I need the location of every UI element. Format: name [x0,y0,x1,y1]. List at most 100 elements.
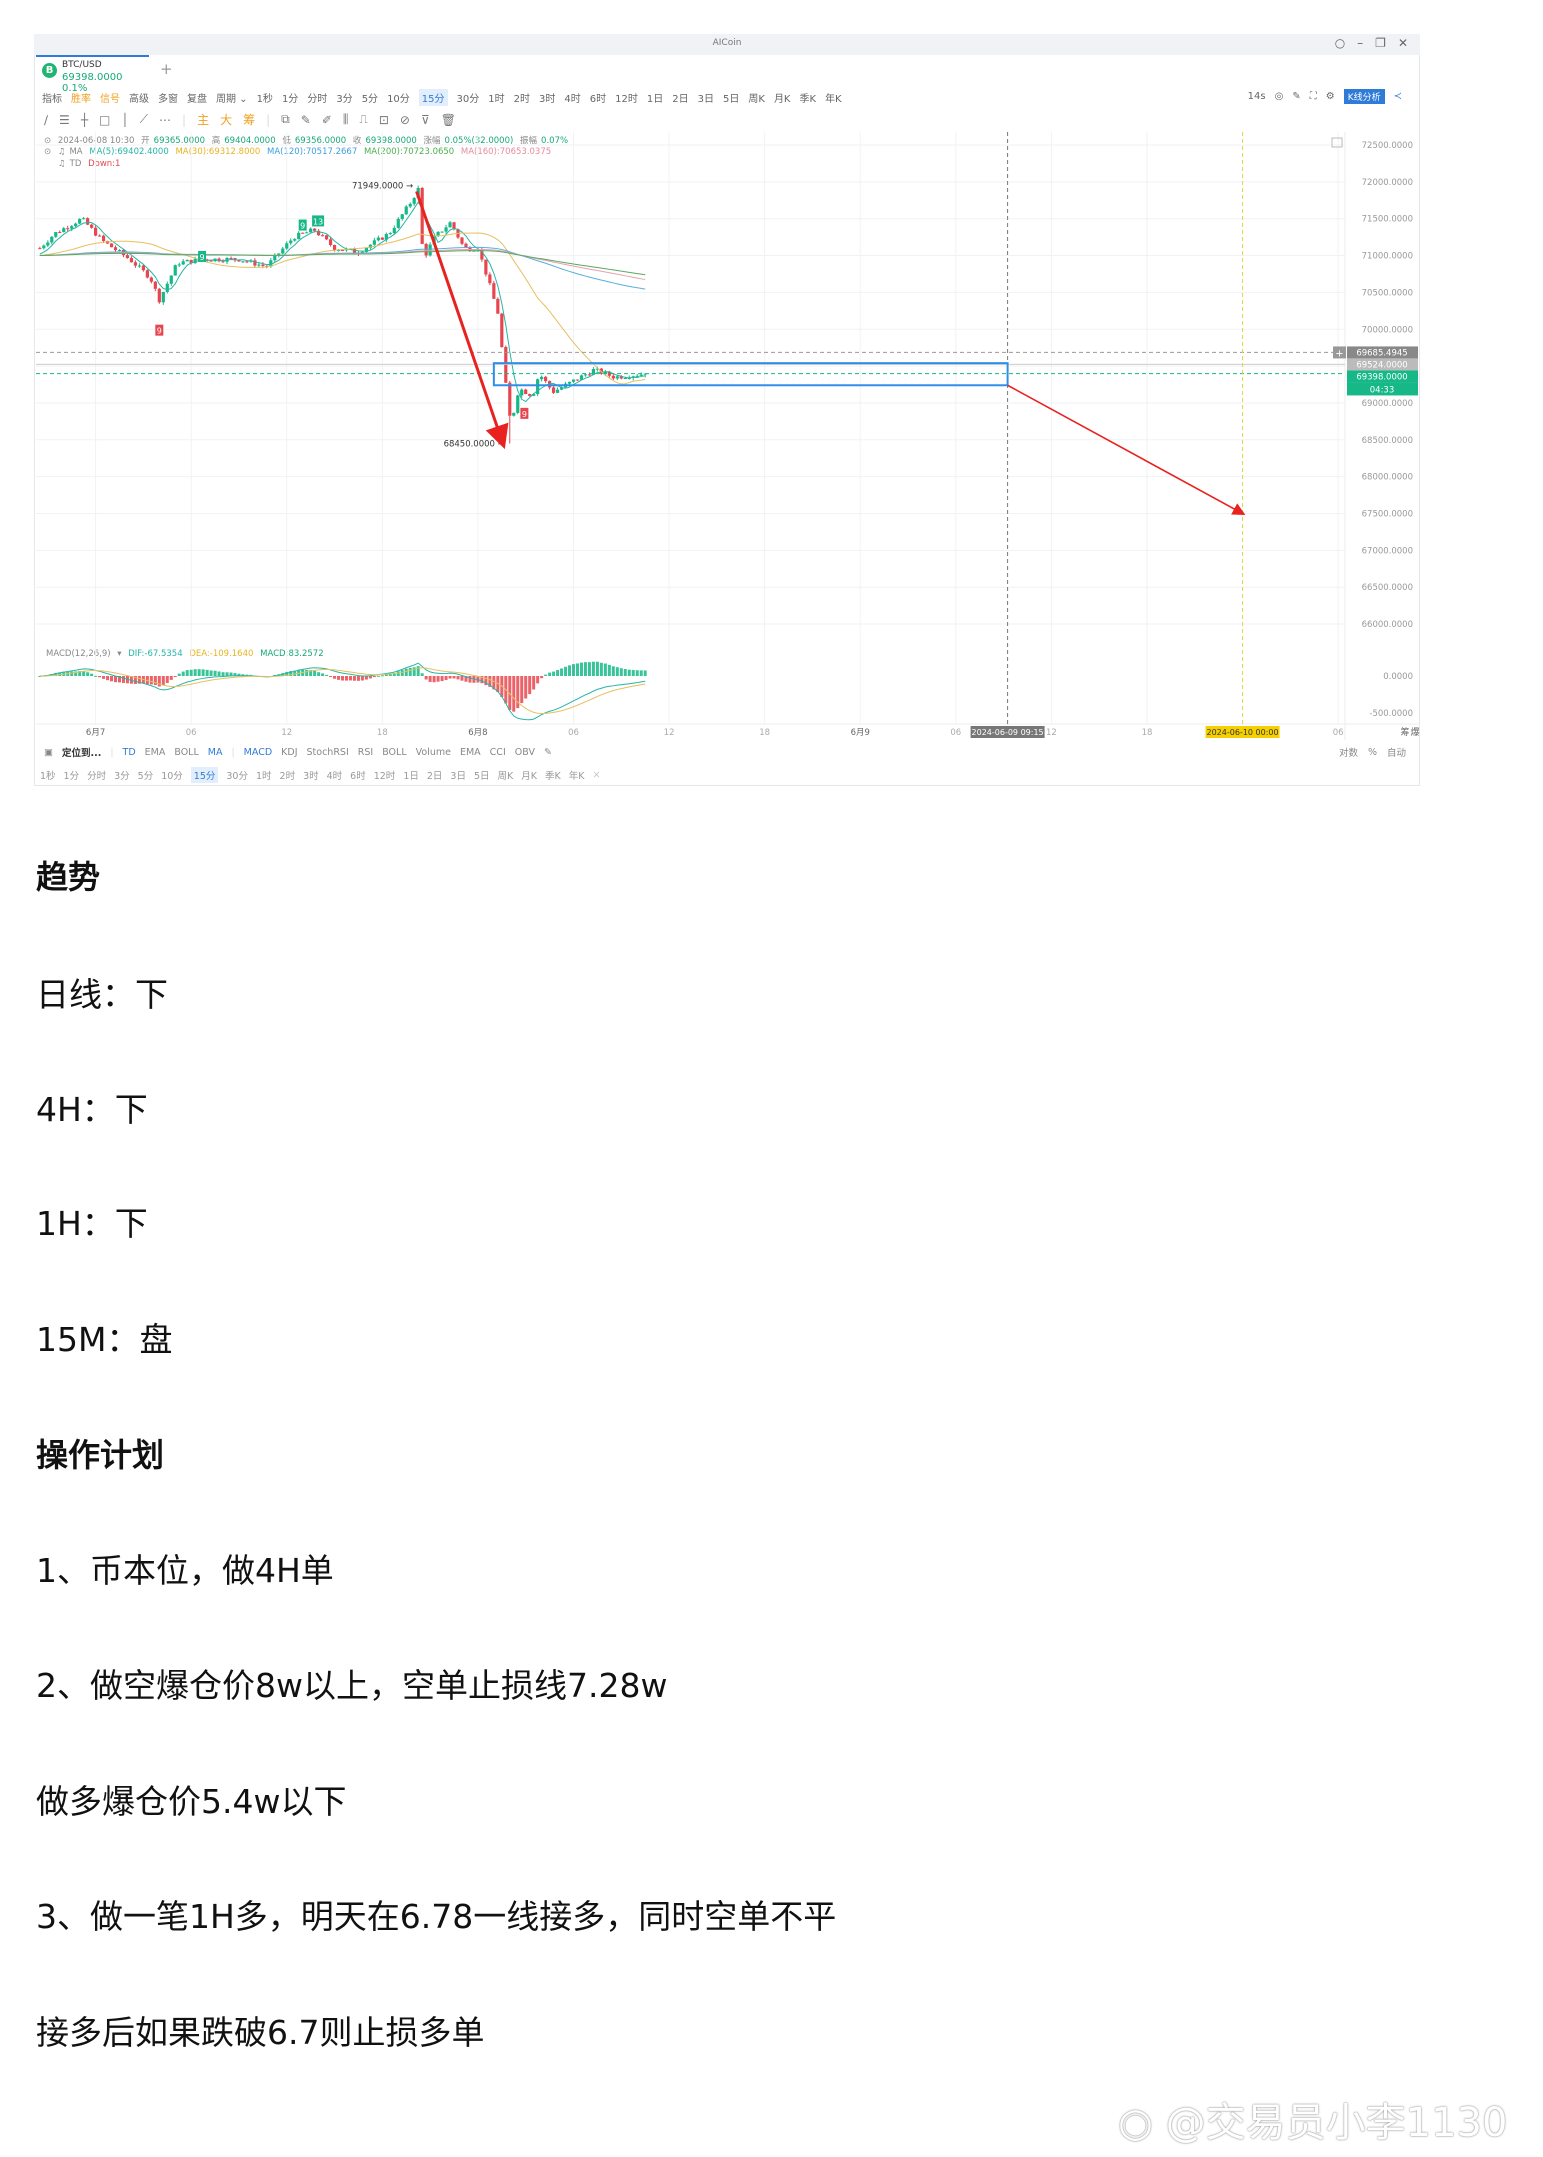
collapse-icon[interactable]: ⊙ [44,147,52,157]
minimize-icon[interactable]: – [1357,36,1364,50]
period-季K[interactable]: 季K [544,771,561,782]
bell-icon[interactable]: ♫ [57,147,66,157]
period-4时[interactable]: 4时 [564,94,581,105]
main-indicator-EMA[interactable]: EMA [144,746,166,758]
period-2日[interactable]: 2日 [672,94,689,105]
edit-indicators-icon[interactable]: ✎ [543,746,552,758]
period-12时[interactable]: 12时 [615,94,638,105]
period-3时[interactable]: 3时 [303,771,319,782]
toolbar-item-4[interactable]: 多窗 [158,94,178,105]
period-30分[interactable]: 30分 [456,94,480,105]
kline-analysis-button[interactable]: K线分析 [1343,89,1385,104]
sub-indicator-RSI[interactable]: RSI [357,746,374,758]
draw-tool-icon[interactable]: ✐ [321,112,332,127]
collapse-icon[interactable]: ⊙ [44,136,52,146]
period-1秒[interactable]: 1秒 [40,771,56,782]
auto-scale-toggle[interactable]: 自动 [1386,748,1406,759]
draw-tool-icon[interactable]: ⎍ [359,112,368,126]
calendar-icon[interactable]: ▣ [44,746,53,758]
period-1秒[interactable]: 1秒 [256,94,273,105]
period-3分[interactable]: 3分 [336,94,353,105]
period-10分[interactable]: 10分 [387,94,410,105]
period-15分[interactable]: 15分 [190,767,219,783]
period-年K[interactable]: 年K [825,94,842,105]
draw-tool-icon[interactable]: ∕ [44,112,49,127]
draw-tool-icon[interactable]: ⊡ [378,112,389,127]
period-10分[interactable]: 10分 [161,771,183,782]
toolbar-item-1[interactable]: 胜率 [71,94,91,105]
period-4时[interactable]: 4时 [326,771,343,782]
locate-button[interactable]: 定位到... [61,748,102,759]
restore-icon[interactable]: ❐ [1375,36,1386,50]
period-1时[interactable]: 1时 [255,771,272,782]
period-12时[interactable]: 12时 [373,771,396,782]
period-1分[interactable]: 1分 [63,771,80,782]
period-1分[interactable]: 1分 [281,94,299,105]
share-icon[interactable]: ≺ [1393,91,1402,102]
draw-tool-icon[interactable]: ☰ [59,112,70,127]
period-1日[interactable]: 1日 [403,771,419,782]
sub-indicator-OBV[interactable]: OBV [514,746,535,758]
draw-tool-icon[interactable]: │ [121,112,129,127]
period-月K[interactable]: 月K [521,771,537,782]
draw-label-0[interactable]: 主 [197,113,210,127]
period-3日[interactable]: 3日 [697,94,714,105]
period-周K[interactable]: 周K [748,94,765,105]
draw-label-1[interactable]: 大 [220,113,233,127]
add-tab-button[interactable]: + [160,60,173,78]
main-indicator-TD[interactable]: TD [122,746,136,758]
pencil-icon[interactable]: ✎ [1292,91,1301,102]
search-icon[interactable]: ○ [1334,36,1346,50]
period-5日[interactable]: 5日 [473,771,490,782]
fullscreen-icon[interactable]: ⛶ [1309,91,1317,102]
draw-tool-icon[interactable]: □ [99,112,111,127]
main-indicator-MA[interactable]: MA [207,746,223,758]
period-1日[interactable]: 1日 [646,94,664,105]
draw-tool-icon[interactable]: ⋯ [159,112,172,127]
period-分时[interactable]: 分时 [87,771,107,782]
period-周K[interactable]: 周K [497,771,514,782]
sub-indicator-CCI[interactable]: CCI [489,746,506,758]
period-3时[interactable]: 3时 [539,94,556,105]
period-季K[interactable]: 季K [799,94,817,105]
settings-icon[interactable]: ⚙ [1325,91,1335,102]
sub-indicator-KDJ[interactable]: KDJ [281,746,298,758]
draw-tool-icon[interactable]: ⫼ [342,112,349,126]
toolbar-item-3[interactable]: 高级 [129,94,149,105]
period-分时[interactable]: 分时 [307,94,328,105]
sub-indicator-EMA[interactable]: EMA [459,746,481,758]
period-5分[interactable]: 5分 [361,94,379,105]
draw-label-2[interactable]: 筹 [243,113,256,127]
close-icon[interactable]: ✕ [592,769,601,781]
toolbar-item-6[interactable]: 周期 ⌄ [216,94,248,105]
period-3日[interactable]: 3日 [450,771,466,782]
tab-btc-usd[interactable]: B BTC/USD 69398.0000 0.1% [36,55,149,94]
period-30分[interactable]: 30分 [226,771,248,782]
draw-tool-icon[interactable]: ✎ [300,112,311,127]
period-5分[interactable]: 5分 [137,771,154,782]
period-6时[interactable]: 6时 [350,771,366,782]
sub-indicator-StochRSI[interactable]: StochRSI [306,746,349,758]
period-年K[interactable]: 年K [568,771,585,782]
period-月K[interactable]: 月K [773,94,791,105]
sub-indicator-Volume[interactable]: Volume [415,746,451,758]
chevron-down-icon[interactable]: ▾ [117,649,122,659]
period-2时[interactable]: 2时 [279,771,296,782]
draw-tool-icon[interactable]: ⊽ [420,112,430,127]
bell-icon[interactable]: ♫ [58,159,66,169]
period-6时[interactable]: 6时 [589,94,607,105]
refresh-timer[interactable]: 14s [1247,91,1266,102]
main-indicator-BOLL[interactable]: BOLL [174,746,199,758]
close-icon[interactable]: ✕ [1397,36,1408,50]
toolbar-item-5[interactable]: 复盘 [187,94,207,105]
draw-tool-icon[interactable]: ⟋ [139,112,149,126]
candlestick-chart[interactable]: 72500.0000 72000.0000 71500.0000 71000.0000… [0,0,1543,760]
percent-scale-toggle[interactable]: % [1367,746,1377,758]
period-15分[interactable]: 15分 [418,89,448,106]
toolbar-item-0[interactable]: 指标 [42,94,62,105]
log-scale-toggle[interactable]: 对数 [1338,748,1358,759]
draw-tool-icon[interactable]: ⧉ [281,112,290,126]
macd-label[interactable]: MACD(12,26,9) [46,649,111,659]
draw-tool-icon[interactable]: ┼ [80,112,89,127]
period-3分[interactable]: 3分 [114,771,130,782]
